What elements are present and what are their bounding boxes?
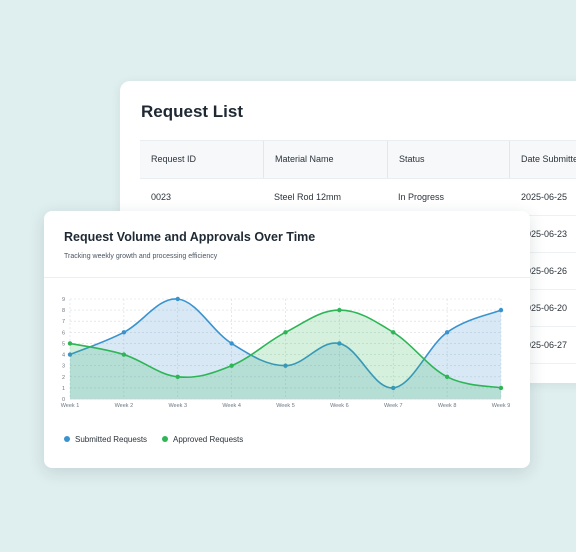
data-point-approved	[283, 330, 288, 335]
legend-label-approved: Approved Requests	[173, 435, 244, 444]
series-area-submitted	[70, 298, 501, 399]
x-tick-label: Week 9	[492, 403, 511, 409]
area-chart: 0 1 2 3 4 5 6 7 8 9 Week 1 Week 2 Week 3 Week 4 Week 5…	[61, 296, 511, 409]
data-point-approved	[67, 341, 73, 346]
data-point-submitted	[229, 341, 234, 346]
cell-request-id: 0023	[151, 192, 172, 202]
legend-swatch-approved	[162, 435, 168, 442]
legend-label-submitted: Submitted Requests	[75, 435, 148, 444]
data-point-submitted	[67, 352, 73, 357]
x-tick-label: Week 5	[276, 403, 295, 409]
data-point-approved	[498, 385, 504, 391]
data-point-approved	[121, 352, 127, 357]
x-tick-label: Week 1	[61, 403, 80, 409]
x-tick-label: Week 2	[115, 403, 134, 409]
column-header-date-submitted[interactable]: Date Submitted	[509, 141, 576, 178]
column-header-request-id[interactable]: Request ID	[151, 154, 197, 164]
legend-swatch-submitted	[64, 435, 70, 442]
data-point-submitted	[337, 341, 342, 346]
y-tick-label: 6	[62, 330, 65, 336]
legend-item-approved[interactable]: Approved Requests	[162, 435, 243, 444]
y-tick-label: 2	[62, 375, 65, 381]
x-tick-label: Week 3	[168, 403, 187, 409]
y-tick-label: 0	[62, 397, 65, 403]
cell-date-submitted: 2025-06-20	[521, 303, 568, 313]
x-tick-label: Week 4	[222, 403, 241, 409]
y-tick-label: 3	[62, 364, 65, 370]
table-header: Request ID Material Name Status Date Sub…	[140, 141, 576, 179]
data-point-submitted	[391, 385, 396, 391]
data-point-submitted	[444, 330, 450, 335]
chart-subtitle: Tracking weekly growth and processing ef…	[64, 253, 218, 260]
chart-title: Request Volume and Approvals Over Time	[64, 230, 316, 244]
data-point-approved	[175, 374, 180, 379]
cell-date-submitted: 2025-06-27	[521, 340, 568, 350]
y-tick-label: 9	[62, 297, 65, 303]
divider	[44, 277, 530, 278]
data-point-submitted	[283, 363, 288, 368]
y-tick-label: 4	[62, 353, 65, 359]
cell-date-submitted: 2025-06-26	[521, 266, 568, 276]
y-tick-label: 5	[62, 341, 65, 347]
column-header-material-name[interactable]: Material Name	[263, 141, 334, 178]
data-point-approved	[391, 330, 396, 335]
chart-card: Request Volume and Approvals Over Time T…	[44, 211, 530, 468]
x-tick-label: Week 6	[330, 403, 349, 409]
data-point-approved	[337, 307, 342, 313]
cell-status: In Progress	[398, 192, 445, 202]
x-tick-label: Week 8	[438, 403, 457, 409]
data-point-submitted	[121, 330, 127, 335]
y-tick-label: 8	[62, 308, 65, 314]
data-point-submitted	[175, 296, 180, 302]
y-tick-label: 1	[62, 386, 65, 392]
cell-material-name: Steel Rod 12mm	[274, 192, 342, 202]
cell-date-submitted: 2025-06-25	[521, 192, 568, 202]
y-tick-label: 7	[62, 319, 65, 325]
series-line-submitted	[69, 298, 502, 389]
cell-date-submitted: 2025-06-23	[521, 229, 568, 239]
legend-item-submitted[interactable]: Submitted Requests	[64, 435, 147, 444]
data-point-approved	[229, 363, 234, 368]
column-header-status[interactable]: Status	[387, 141, 425, 178]
request-list-title: Request List	[141, 102, 244, 121]
data-point-submitted	[498, 307, 504, 313]
data-point-approved	[444, 374, 450, 379]
x-tick-label: Week 7	[384, 403, 403, 409]
